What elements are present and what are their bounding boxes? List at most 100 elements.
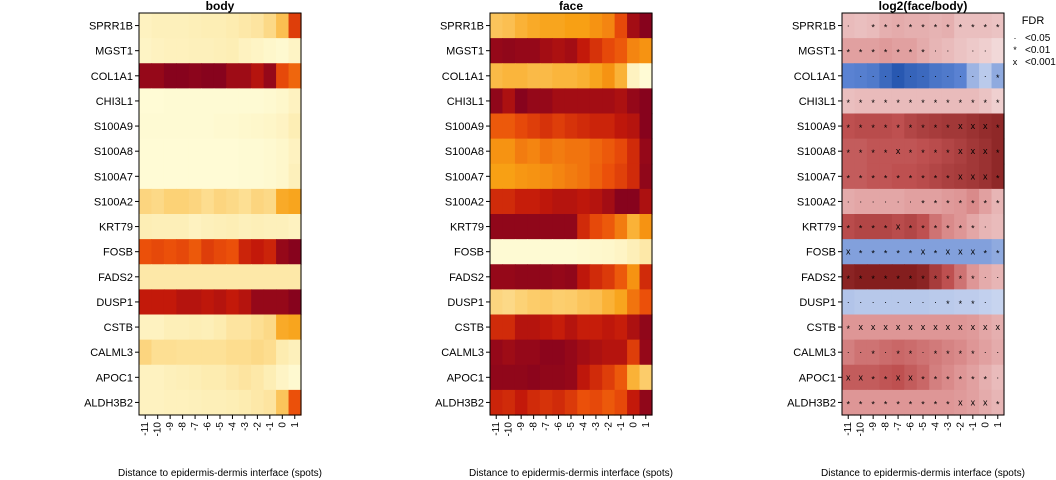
heatmap-cell (176, 188, 190, 215)
heatmap-cell (188, 63, 202, 89)
heatmap-cell (539, 13, 553, 39)
heatmap-cell (527, 88, 541, 115)
heatmap-cell (564, 314, 578, 341)
heatmap-cell (139, 88, 153, 115)
heatmap-cell (226, 88, 240, 115)
heatmap-cell (276, 389, 290, 416)
fdr-symbol: x (908, 372, 913, 382)
heatmap-cell (577, 364, 591, 391)
heatmap-cell (904, 289, 918, 316)
heatmap-cell (916, 63, 930, 89)
fdr-symbol: * (984, 23, 988, 33)
heatmap-cell (276, 339, 290, 366)
fdr-symbol: * (896, 349, 900, 359)
fdr-symbol: * (896, 274, 900, 284)
heatmap-cell (941, 389, 955, 416)
heatmap-cell (226, 38, 240, 64)
fdr-symbol: · (934, 297, 937, 307)
heatmap-cell (916, 264, 930, 290)
x-tick-label: -10 (856, 422, 867, 437)
heatmap-cell (213, 38, 227, 64)
heatmap-cell (213, 113, 227, 140)
heatmap-cell (514, 239, 528, 265)
fdr-symbol: · (934, 46, 937, 56)
heatmap-cell (151, 38, 165, 64)
heatmap-cell (288, 163, 302, 190)
heatmap-cell (879, 289, 893, 316)
heatmap-cell (514, 113, 528, 140)
heatmap-cell (929, 63, 943, 89)
fdr-symbol: * (921, 198, 925, 208)
heatmap-cell (602, 339, 616, 366)
fdr-symbol: * (921, 23, 925, 33)
fdr-symbol: · (984, 46, 987, 56)
heatmap-cell (163, 138, 177, 165)
fdr-symbol: * (984, 198, 988, 208)
heatmap-cell (991, 314, 1005, 341)
heatmap-cell (879, 339, 893, 366)
heatmap-cell (954, 63, 968, 89)
fdr-symbol: · (897, 297, 900, 307)
heatmap-cell (527, 163, 541, 190)
heatmap-cell (151, 138, 165, 165)
fdr-symbol: x (921, 322, 926, 332)
fdr-symbol: * (909, 98, 913, 108)
heatmap-cell (163, 88, 177, 115)
heatmap-cell (238, 389, 252, 416)
fdr-symbol: * (971, 198, 975, 208)
heatmap-cell (276, 88, 290, 115)
x-tick-label: -1 (968, 422, 979, 431)
x-tick-label: -6 (203, 422, 214, 431)
heatmap-cell (627, 63, 641, 89)
heatmap-cell (991, 113, 1005, 140)
fdr-symbol: * (859, 98, 863, 108)
heatmap-cell (188, 138, 202, 165)
fdr-symbol: * (884, 123, 888, 133)
legend-label: <0.01 (1025, 45, 1051, 56)
fdr-symbol: * (934, 224, 938, 234)
fdr-symbol: * (971, 299, 975, 309)
heatmap-cell (188, 389, 202, 416)
legend-symbol: x (1013, 57, 1018, 67)
heatmap-cell (564, 214, 578, 240)
fdr-symbol: · (909, 297, 912, 307)
heatmap-cell (602, 264, 616, 290)
heatmap-cell (966, 239, 980, 265)
fdr-symbol: * (996, 73, 1000, 83)
gene-label: KRT79 (802, 222, 836, 234)
heatmap-cell (552, 264, 566, 290)
heatmap-cell (527, 38, 541, 64)
heatmap-cell (238, 239, 252, 265)
gene-label: APOC1 (799, 372, 836, 384)
heatmap-cell (564, 88, 578, 115)
heatmap-cell (891, 63, 905, 89)
heatmap-cell (238, 364, 252, 391)
heatmap-cell (991, 163, 1005, 190)
fdr-symbol: * (884, 249, 888, 259)
heatmap-cell (627, 389, 641, 416)
heatmap-cell (614, 389, 628, 416)
heatmap-cell (966, 188, 980, 215)
heatmap-cell (842, 113, 856, 140)
x-tick-label: -7 (190, 422, 201, 431)
heatmap-cell (866, 289, 880, 316)
heatmap-cell (966, 38, 980, 64)
x-tick-label: -11 (140, 422, 151, 436)
heatmap-cell (527, 138, 541, 165)
heatmap-cell (991, 63, 1005, 89)
heatmap-cell (966, 389, 980, 416)
heatmap-cell (263, 289, 277, 316)
heatmap-cell (954, 38, 968, 64)
heatmap-cell (288, 214, 302, 240)
heatmap-cell (954, 138, 968, 165)
heatmap-cell (502, 364, 516, 391)
heatmap-cell (966, 214, 980, 240)
heatmap-cell (916, 214, 930, 240)
fdr-symbol: x (896, 222, 901, 232)
heatmap-cell (163, 389, 177, 416)
gene-label: S100A7 (797, 171, 836, 183)
heatmap-cell (139, 314, 153, 341)
heatmap-cell (539, 63, 553, 89)
heatmap-cell (176, 364, 190, 391)
fdr-symbol: * (884, 374, 888, 384)
